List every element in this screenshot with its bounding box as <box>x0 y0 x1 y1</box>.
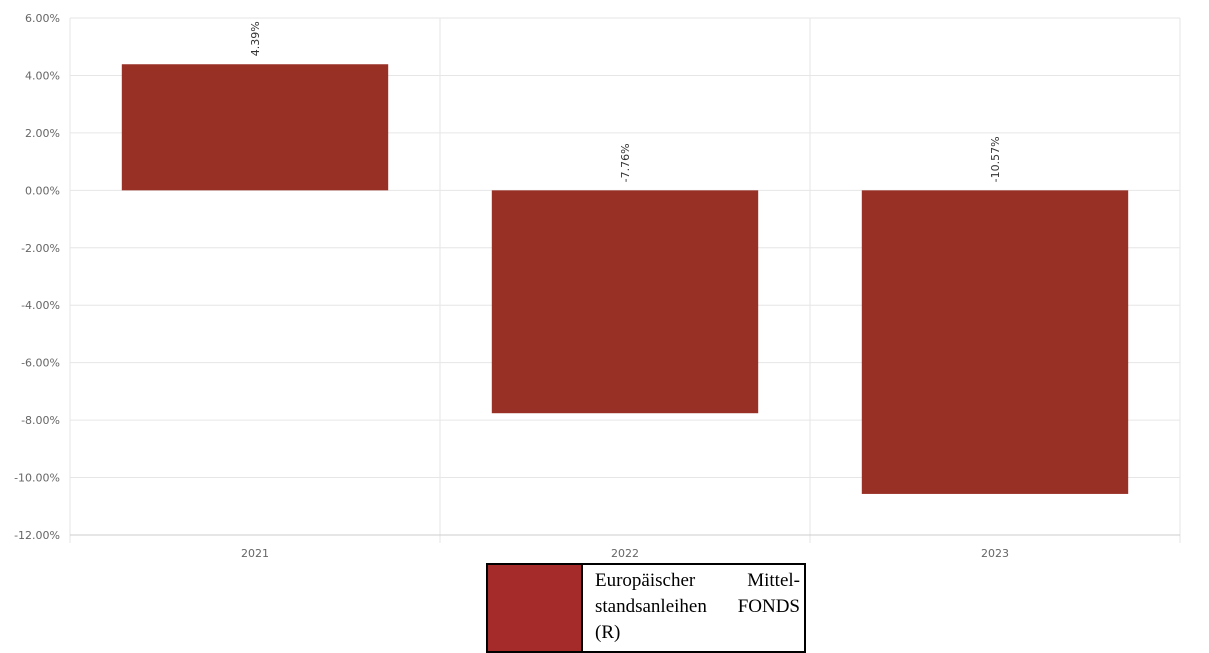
x-tick-label: 2022 <box>611 547 639 560</box>
legend: Europäischer Mittel­standsanleihen FONDS… <box>486 563 806 653</box>
data-label: -10.57% <box>989 136 1002 182</box>
legend-swatch <box>488 565 583 651</box>
x-axis: 2021 2022 2023 <box>70 534 1180 560</box>
y-tick-label: 2.00% <box>25 127 60 140</box>
bar-chart: 6.00% 4.00% 2.00% 0.00% -2.00% -4.00% -6.00% -8… <box>14 12 1181 560</box>
y-tick-label: -12.00% <box>14 529 60 542</box>
data-label: 4.39% <box>249 21 262 56</box>
y-tick-label: 6.00% <box>25 12 60 25</box>
y-tick-label: -6.00% <box>21 357 60 370</box>
data-labels: 4.39% -7.76% -10.57% <box>249 21 1002 182</box>
y-tick-label: -8.00% <box>21 414 60 427</box>
y-tick-label: 4.00% <box>25 69 60 82</box>
x-tick-label: 2021 <box>241 547 269 560</box>
bar-2022[interactable] <box>491 190 759 414</box>
bar-2021[interactable] <box>121 64 389 191</box>
y-tick-label: -4.00% <box>21 299 60 312</box>
data-label: -7.76% <box>619 143 632 182</box>
x-tick-label: 2023 <box>981 547 1009 560</box>
y-axis: 6.00% 4.00% 2.00% 0.00% -2.00% -4.00% -6.00% -8… <box>14 12 60 542</box>
y-tick-label: -10.00% <box>14 472 60 485</box>
bar-2023[interactable] <box>861 190 1129 494</box>
bars <box>121 64 1129 494</box>
legend-label: Europäischer Mittel­standsanleihen FONDS… <box>595 570 800 643</box>
y-tick-label: 0.00% <box>25 184 60 197</box>
y-tick-label: -2.00% <box>21 242 60 255</box>
